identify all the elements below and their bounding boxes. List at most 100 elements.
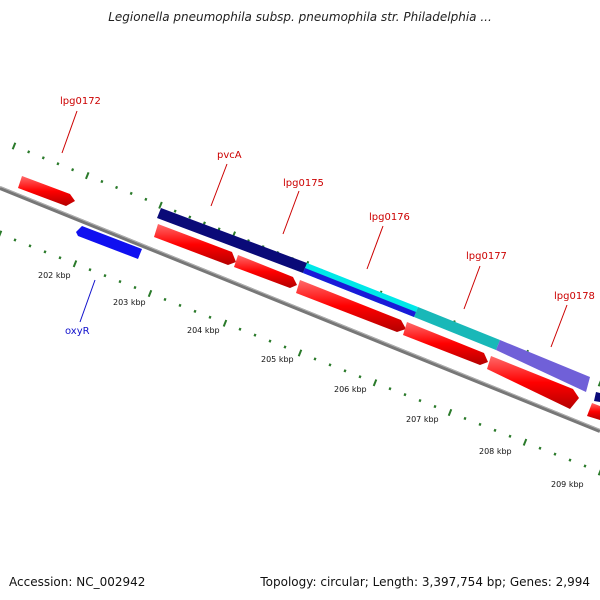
gene-labels: lpg0172 pvcA lpg0175 lpg0176 lpg0177 lpg… bbox=[60, 96, 595, 337]
inner-minor-tick bbox=[403, 393, 407, 397]
feature-bar-lpg0175-inner[interactable] bbox=[303, 268, 416, 317]
outer-minor-tick bbox=[173, 209, 177, 213]
inner-major-tick bbox=[0, 230, 3, 237]
inner-major-tick bbox=[447, 408, 453, 417]
axis-label-202: 202 kbp bbox=[38, 271, 71, 280]
axis-label-205: 205 kbp bbox=[261, 355, 294, 364]
accession-label: Accession: NC_002942 bbox=[9, 575, 146, 589]
axis-label-206: 206 kbp bbox=[334, 385, 367, 394]
inner-minor-tick bbox=[538, 446, 542, 450]
inner-minor-tick bbox=[268, 339, 272, 343]
outer-minor-tick bbox=[100, 179, 104, 184]
feature-bar-lpg0177[interactable] bbox=[414, 307, 500, 350]
inner-minor-tick bbox=[133, 285, 137, 290]
gene-red-6[interactable] bbox=[587, 403, 600, 420]
inner-minor-tick bbox=[118, 279, 122, 284]
inner-major-tick bbox=[597, 469, 600, 476]
inner-major-tick bbox=[297, 349, 303, 357]
gene-lpg0172[interactable] bbox=[18, 176, 75, 206]
inner-minor-tick bbox=[103, 274, 107, 278]
inner-minor-tick bbox=[358, 375, 362, 379]
inner-minor-tick bbox=[433, 404, 437, 409]
inner-major-tick bbox=[72, 260, 78, 268]
genome-backbone bbox=[0, 186, 600, 433]
inner-minor-tick bbox=[163, 297, 167, 302]
inner-minor-tick bbox=[463, 416, 467, 421]
inner-minor-tick bbox=[43, 250, 47, 254]
leader-lpg0178 bbox=[550, 304, 568, 348]
axis-label-204: 204 kbp bbox=[187, 326, 220, 335]
inner-major-tick bbox=[522, 438, 528, 446]
inner-minor-tick bbox=[553, 452, 557, 456]
outer-minor-tick bbox=[27, 150, 31, 154]
axis-label-209: 209 kbp bbox=[551, 480, 584, 489]
inner-tick-track bbox=[0, 230, 600, 476]
inner-minor-tick bbox=[343, 369, 347, 373]
gene-label-lpg0175: lpg0175 bbox=[283, 178, 324, 189]
outer-minor-tick bbox=[71, 168, 75, 172]
outer-minor-tick bbox=[188, 215, 192, 219]
inner-minor-tick bbox=[193, 309, 197, 313]
inner-minor-tick bbox=[13, 238, 17, 242]
gene-label-lpg0178: lpg0178 bbox=[554, 291, 595, 302]
leader-lpg0175 bbox=[282, 190, 300, 235]
outer-minor-tick bbox=[144, 197, 148, 201]
genome-backbone-highlight bbox=[0, 186, 600, 430]
inner-minor-tick bbox=[208, 315, 212, 319]
gene-oxyr[interactable] bbox=[76, 226, 142, 259]
inner-minor-tick bbox=[508, 434, 512, 438]
inner-minor-tick bbox=[478, 422, 482, 427]
feature-bar-lpg0178[interactable] bbox=[496, 340, 590, 392]
inner-minor-tick bbox=[388, 387, 392, 391]
inner-major-tick bbox=[372, 379, 378, 387]
gene-red-4[interactable] bbox=[403, 322, 488, 365]
inner-minor-tick bbox=[313, 357, 317, 361]
forward-genes bbox=[18, 176, 600, 420]
map-title: Legionella pneumophila subsp. pneumophil… bbox=[108, 10, 492, 24]
label-leaders bbox=[61, 110, 568, 348]
inner-major-tick bbox=[222, 319, 228, 327]
outer-major-tick bbox=[158, 201, 163, 209]
inner-minor-tick bbox=[328, 363, 332, 367]
outer-major-tick bbox=[597, 380, 600, 387]
outer-minor-tick bbox=[115, 185, 119, 190]
leader-lpg0177 bbox=[463, 265, 481, 310]
gene-red-2[interactable] bbox=[234, 255, 297, 288]
outer-minor-tick bbox=[217, 227, 221, 231]
inner-minor-tick bbox=[253, 333, 257, 337]
inner-minor-tick bbox=[88, 268, 92, 272]
inner-minor-tick bbox=[238, 327, 242, 331]
feature-bars bbox=[157, 208, 600, 402]
gene-red-1[interactable] bbox=[154, 224, 236, 265]
leader-lpg0176 bbox=[366, 225, 384, 270]
inner-minor-tick bbox=[58, 256, 62, 260]
feature-bar-pvca[interactable] bbox=[157, 208, 307, 273]
inner-minor-tick bbox=[28, 244, 32, 248]
axis-label-203: 203 kbp bbox=[113, 298, 146, 307]
leader-lpg0172 bbox=[61, 110, 78, 154]
outer-major-tick bbox=[11, 142, 17, 150]
inner-minor-tick bbox=[583, 464, 587, 468]
inner-major-tick bbox=[147, 289, 153, 298]
outer-minor-tick bbox=[129, 191, 133, 196]
outer-major-tick bbox=[85, 172, 90, 180]
gene-label-lpg0172: lpg0172 bbox=[60, 96, 101, 107]
axis-label-208: 208 kbp bbox=[479, 447, 512, 456]
inner-minor-tick bbox=[283, 345, 287, 349]
leader-pvca bbox=[210, 163, 228, 207]
gene-red-5[interactable] bbox=[487, 356, 579, 409]
outer-minor-tick bbox=[202, 221, 206, 225]
outer-minor-tick bbox=[41, 156, 45, 160]
gene-red-3[interactable] bbox=[296, 280, 406, 332]
gene-label-pvca: pvcA bbox=[217, 150, 242, 161]
inner-minor-tick bbox=[568, 458, 572, 462]
inner-minor-tick bbox=[418, 398, 422, 403]
feature-bar-edge[interactable] bbox=[594, 392, 600, 402]
inner-minor-tick bbox=[493, 428, 497, 432]
axis-labels: 202 kbp 203 kbp 204 kbp 205 kbp 206 kbp … bbox=[38, 271, 584, 489]
gene-label-lpg0177: lpg0177 bbox=[466, 251, 507, 262]
leader-oxyr bbox=[79, 279, 96, 323]
gene-label-lpg0176: lpg0176 bbox=[369, 212, 410, 223]
axis-label-207: 207 kbp bbox=[406, 415, 439, 424]
